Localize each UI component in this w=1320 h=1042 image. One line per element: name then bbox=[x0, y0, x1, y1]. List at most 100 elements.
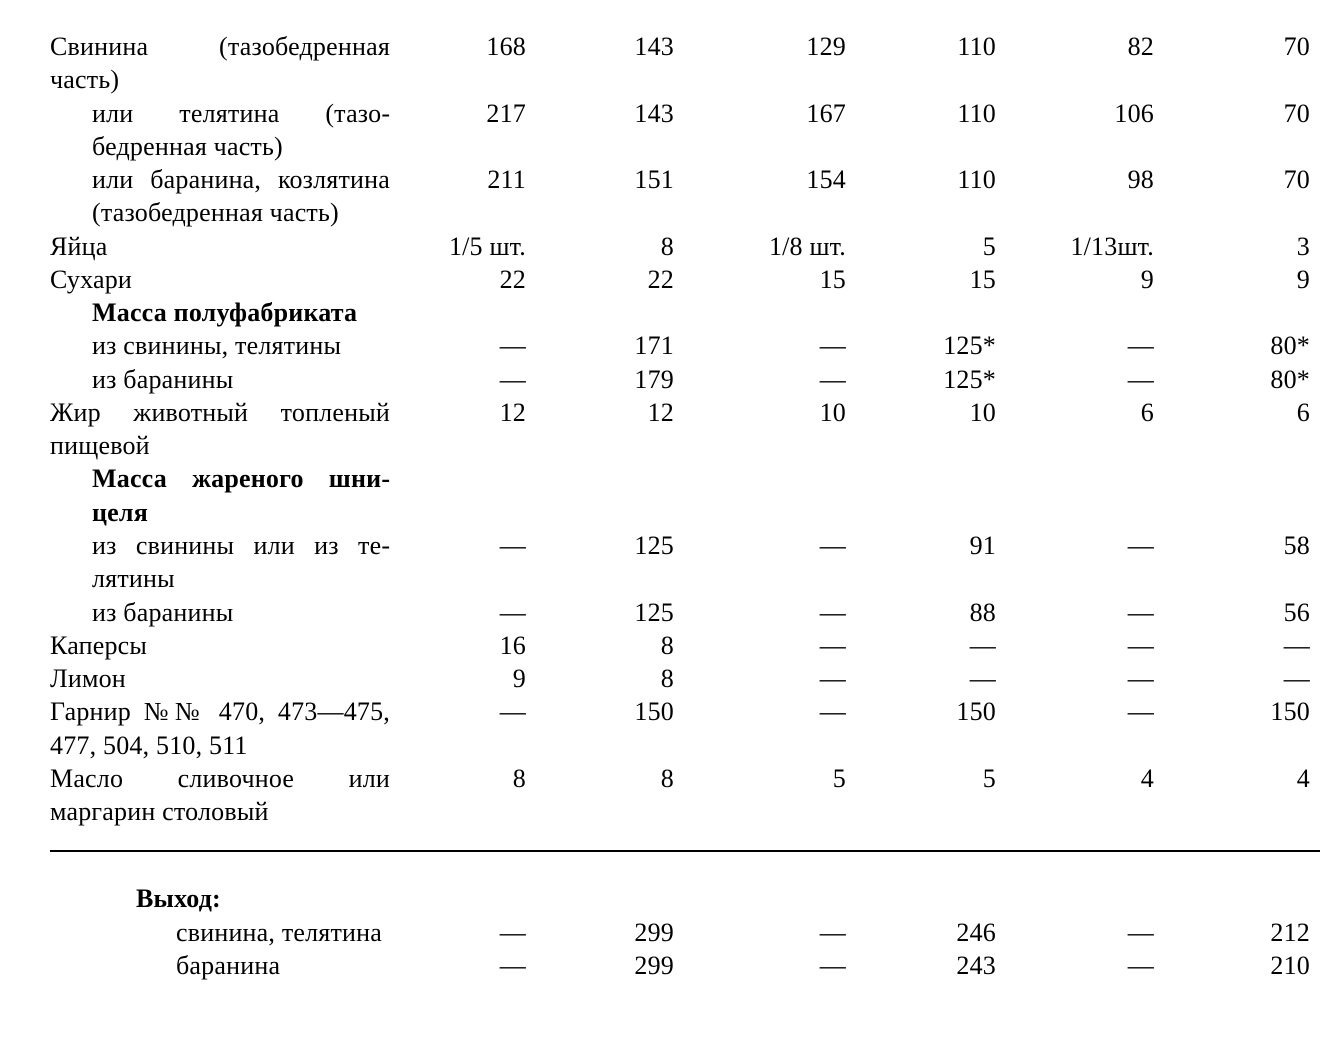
table-cell: 110 bbox=[882, 163, 1032, 230]
table-cell: — bbox=[1190, 662, 1320, 695]
table-cell: — bbox=[1032, 662, 1190, 695]
table-cell: 150 bbox=[562, 695, 710, 762]
table-cell: 9 bbox=[1032, 263, 1190, 296]
table-cell: 16 bbox=[390, 629, 562, 662]
table-cell bbox=[1190, 882, 1320, 915]
row-label: Масса полуфабриката bbox=[50, 296, 390, 329]
table-cell bbox=[562, 296, 710, 329]
table-cell: — bbox=[390, 529, 562, 596]
table-cell: 80* bbox=[1190, 329, 1320, 362]
table-row: Лимон98———— bbox=[50, 662, 1320, 695]
table-cell: 168 bbox=[390, 30, 562, 97]
table-cell: 10 bbox=[882, 396, 1032, 463]
table-cell: — bbox=[710, 949, 882, 982]
table-row: Свинина (тазобедренная часть)16814312911… bbox=[50, 30, 1320, 97]
table-cell: 70 bbox=[1190, 97, 1320, 164]
table-cell bbox=[710, 462, 882, 529]
table-cell: 110 bbox=[882, 97, 1032, 164]
table-cell bbox=[562, 462, 710, 529]
table-row: Жир животный топленый пищевой1212101066 bbox=[50, 396, 1320, 463]
table-cell: 143 bbox=[562, 30, 710, 97]
table-cell: — bbox=[1032, 329, 1190, 362]
table-cell: — bbox=[1032, 916, 1190, 949]
table-cell bbox=[1032, 296, 1190, 329]
table-cell: 98 bbox=[1032, 163, 1190, 230]
table-cell: 1/5 шт. bbox=[390, 230, 562, 263]
table-cell: 70 bbox=[1190, 30, 1320, 97]
table-cell: 167 bbox=[710, 97, 882, 164]
table-cell: 8 bbox=[562, 230, 710, 263]
table-cell: 80* bbox=[1190, 363, 1320, 396]
table-cell: 143 bbox=[562, 97, 710, 164]
table-cell: — bbox=[710, 529, 882, 596]
table-cell: 22 bbox=[390, 263, 562, 296]
table-cell: 6 bbox=[1032, 396, 1190, 463]
table-cell: — bbox=[1032, 363, 1190, 396]
table-cell: 212 bbox=[1190, 916, 1320, 949]
table-cell: — bbox=[1190, 629, 1320, 662]
table-cell: 8 bbox=[390, 762, 562, 829]
table-cell: — bbox=[710, 329, 882, 362]
row-label: Масса жареного шни­целя bbox=[50, 462, 390, 529]
row-label: Каперсы bbox=[50, 629, 390, 662]
row-label: Свинина (тазобедренная часть) bbox=[50, 30, 390, 97]
table-cell: — bbox=[1032, 949, 1190, 982]
table-cell: 3 bbox=[1190, 230, 1320, 263]
table-cell bbox=[1190, 296, 1320, 329]
table-cell: 91 bbox=[882, 529, 1032, 596]
table-cell: 12 bbox=[562, 396, 710, 463]
table-row: Масса жареного шни­целя bbox=[50, 462, 1320, 529]
table-cell: 211 bbox=[390, 163, 562, 230]
table-cell: — bbox=[710, 662, 882, 695]
table-cell: 299 bbox=[562, 916, 710, 949]
row-label: из баранины bbox=[50, 596, 390, 629]
table-cell: 217 bbox=[390, 97, 562, 164]
table-row: из свинины или из те­лятины—125—91—58 bbox=[50, 529, 1320, 596]
table-cell bbox=[710, 296, 882, 329]
table-cell bbox=[882, 882, 1032, 915]
row-label: Яйца bbox=[50, 230, 390, 263]
table-cell: 5 bbox=[882, 230, 1032, 263]
table-cell: 151 bbox=[562, 163, 710, 230]
table-cell: 125 bbox=[562, 529, 710, 596]
row-label: или телятина (тазо­бедренная часть) bbox=[50, 97, 390, 164]
yield-row: баранина—299—243—210 bbox=[50, 949, 1320, 982]
table-cell bbox=[390, 882, 562, 915]
table-cell: 150 bbox=[882, 695, 1032, 762]
yield-heading: Выход: bbox=[50, 882, 390, 915]
row-label: из свинины или из те­лятины bbox=[50, 529, 390, 596]
table-row: Масса полуфабриката bbox=[50, 296, 1320, 329]
table-cell: 9 bbox=[390, 662, 562, 695]
table-cell: 88 bbox=[882, 596, 1032, 629]
table-cell: — bbox=[710, 363, 882, 396]
table-cell bbox=[1190, 462, 1320, 529]
table-cell: 22 bbox=[562, 263, 710, 296]
row-label: Сухари bbox=[50, 263, 390, 296]
table-cell: — bbox=[1032, 695, 1190, 762]
table-cell bbox=[1032, 462, 1190, 529]
table-cell: 10 bbox=[710, 396, 882, 463]
table-row: Яйца1/5 шт.81/8 шт.51/13шт.3 bbox=[50, 230, 1320, 263]
row-label: Гарнир №№ 470, 473—475, 477, 504, 510, 5… bbox=[50, 695, 390, 762]
table-cell: 1/8 шт. bbox=[710, 230, 882, 263]
table-cell: 15 bbox=[882, 263, 1032, 296]
table-cell: — bbox=[710, 916, 882, 949]
yield-row: свинина, теляти­на—299—246—212 bbox=[50, 916, 1320, 949]
table-cell: 4 bbox=[1190, 762, 1320, 829]
table-cell bbox=[882, 296, 1032, 329]
table-cell: 15 bbox=[710, 263, 882, 296]
table-cell bbox=[390, 462, 562, 529]
table-cell: — bbox=[1032, 629, 1190, 662]
table-cell: 82 bbox=[1032, 30, 1190, 97]
table-cell: 171 bbox=[562, 329, 710, 362]
table-cell bbox=[390, 296, 562, 329]
table-cell: 179 bbox=[562, 363, 710, 396]
table-row: или телятина (тазо­бедренная часть)21714… bbox=[50, 97, 1320, 164]
table-cell: 210 bbox=[1190, 949, 1320, 982]
table-cell: 58 bbox=[1190, 529, 1320, 596]
table-cell: — bbox=[390, 596, 562, 629]
table-cell: 125* bbox=[882, 329, 1032, 362]
table-cell: — bbox=[710, 695, 882, 762]
table-row: из баранины—179—125*—80* bbox=[50, 363, 1320, 396]
table-cell: 125 bbox=[562, 596, 710, 629]
